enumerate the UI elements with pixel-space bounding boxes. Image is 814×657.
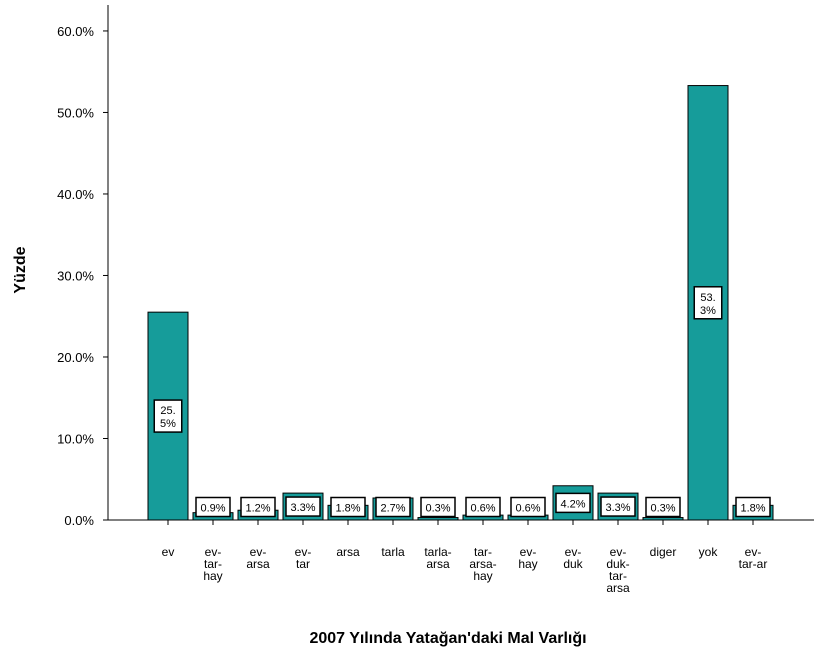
value-label-box [195,496,231,518]
x-tick-label: yok [699,545,719,559]
y-tick-label: 0.0% [64,513,94,528]
x-tick-label: tarla [381,545,405,559]
value-label: 0.9% [200,503,225,515]
x-tick-label: ev-hay [518,545,537,571]
value-label: 0.6% [470,503,495,515]
x-tick-label: ev-duk [563,545,583,571]
x-tick-label: ev-tar [295,545,312,571]
x-tick-label: ev [162,545,175,559]
y-tick-label: 60.0% [57,24,94,39]
value-label-box [285,496,321,517]
x-axis-title: 2007 Yılında Yatağan'daki Mal Varlığı [309,630,586,647]
value-label-box [555,492,591,514]
x-tick-label: arsa [336,545,360,559]
value-label-box [645,496,681,518]
x-tick-label: tar-arsa-hay [469,545,496,583]
value-label: 3.3% [290,502,315,514]
value-label: 1.8% [335,503,360,515]
value-label-box [330,496,366,518]
value-label-box [693,286,723,320]
value-label: 1.8% [740,503,765,515]
value-label: 2.7% [380,503,405,515]
value-label: 4.2% [560,498,585,510]
value-label-box [735,496,771,518]
x-tick-label: tarla-arsa [424,545,451,571]
y-tick-label: 10.0% [57,431,94,446]
value-label-box [375,496,411,518]
value-label-box [600,496,636,517]
value-label: 1.2% [245,503,270,515]
value-label-box [420,496,456,518]
value-label: 0.3% [425,503,450,515]
value-label: 0.6% [515,503,540,515]
value-label: 3.3% [605,502,630,514]
x-tick-label: ev-tar-ar [739,545,768,571]
value-label-box [465,496,501,518]
value-label: 25. 5% [160,405,176,430]
y-tick-label: 50.0% [57,105,94,120]
x-tick-label: ev-duk-tar-arsa [606,545,630,595]
x-tick-label: diger [650,545,677,559]
value-label: 53. 3% [700,292,716,317]
value-label-box [153,399,183,433]
y-tick-label: 20.0% [57,350,94,365]
x-tick-label: ev-arsa [246,545,270,571]
value-label-box [510,496,546,518]
y-tick-label: 30.0% [57,268,94,283]
value-label-box [240,496,276,518]
value-label: 0.3% [650,503,675,515]
y-axis-title: Yüzde [12,246,29,293]
y-tick-label: 40.0% [57,187,94,202]
x-tick-label: ev-tar-hay [203,545,222,583]
